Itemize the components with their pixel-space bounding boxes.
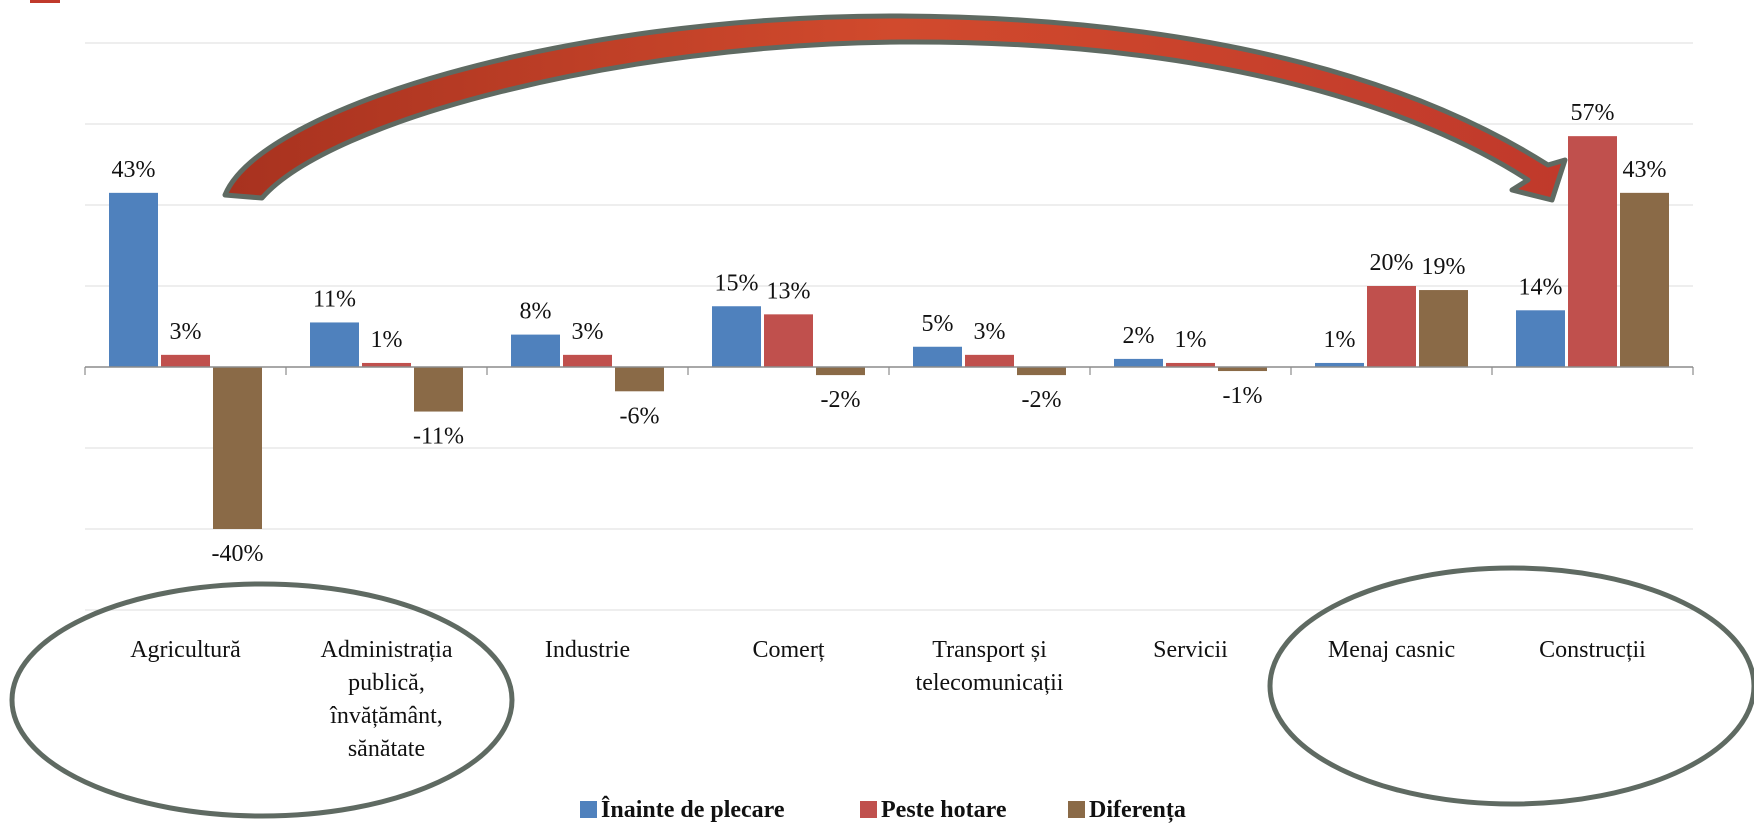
legend-label-inainte-de-plecare: Înainte de plecare bbox=[601, 796, 785, 823]
bar-peste-hotare-7 bbox=[1367, 286, 1416, 367]
data-label: 2% bbox=[1123, 323, 1155, 349]
data-label: 43% bbox=[1623, 157, 1667, 183]
data-label: 3% bbox=[572, 319, 604, 345]
legend-swatch-inainte-de-plecare bbox=[580, 801, 597, 818]
bar-inainte-de-plecare-5 bbox=[913, 346, 962, 367]
category-label-transport-si-telecomunicatii: Transport și telecomunicații bbox=[916, 637, 1064, 696]
bar-peste-hotare-6 bbox=[1166, 362, 1215, 367]
category-label-industrie: Industrie bbox=[545, 637, 630, 663]
legend-label-diferenta: Diferența bbox=[1089, 797, 1186, 823]
category-label-constructii: Construcții bbox=[1539, 637, 1646, 663]
x-axis bbox=[84, 366, 1694, 375]
bar-diferenta-7 bbox=[1419, 290, 1468, 367]
bars bbox=[109, 136, 1669, 529]
data-label: 43% bbox=[112, 157, 156, 183]
corner-marker bbox=[30, 0, 60, 3]
bar-peste-hotare-4 bbox=[764, 314, 813, 367]
bar-inainte-de-plecare-1 bbox=[109, 192, 158, 367]
data-label: 14% bbox=[1519, 274, 1563, 300]
bar-diferenta-8 bbox=[1620, 192, 1669, 367]
bar-peste-hotare-1 bbox=[161, 354, 210, 367]
data-label: 13% bbox=[767, 278, 811, 304]
data-label: 1% bbox=[371, 327, 403, 353]
curved-arrow-icon bbox=[222, 13, 1568, 203]
data-label: 57% bbox=[1571, 100, 1615, 126]
bar-inainte-de-plecare-6 bbox=[1114, 358, 1163, 367]
highlight-ellipse-left bbox=[9, 581, 515, 819]
data-label: 1% bbox=[1324, 327, 1356, 353]
bar-peste-hotare-8 bbox=[1568, 136, 1617, 367]
bar-diferenta-3 bbox=[615, 367, 664, 392]
data-label: 11% bbox=[313, 286, 356, 312]
category-label-comert: Comerț bbox=[753, 637, 825, 663]
annotations bbox=[9, 13, 1754, 819]
bar-inainte-de-plecare-7 bbox=[1315, 362, 1364, 367]
category-label-agricultura: Agricultură bbox=[130, 637, 241, 663]
bar-inainte-de-plecare-2 bbox=[310, 322, 359, 367]
data-label: -6% bbox=[620, 403, 660, 429]
bar-inainte-de-plecare-4 bbox=[712, 306, 761, 367]
data-label: 3% bbox=[170, 319, 202, 345]
bar-peste-hotare-5 bbox=[965, 354, 1014, 367]
data-label: -2% bbox=[1022, 387, 1062, 413]
category-label-administratia-publica-invatamant-sanatate: Administrația publică, învățământ, sănătate bbox=[321, 637, 453, 762]
data-label: -11% bbox=[413, 424, 464, 450]
bar-diferenta-4 bbox=[816, 367, 865, 376]
bar-diferenta-1 bbox=[213, 367, 262, 529]
data-label: 5% bbox=[922, 311, 954, 337]
legend: Înainte de plecare Peste hotare Diferența bbox=[580, 796, 1186, 823]
bar-inainte-de-plecare-3 bbox=[511, 334, 560, 367]
category-label-menaj-casnic: Menaj casnic bbox=[1328, 637, 1455, 663]
legend-swatch-peste-hotare bbox=[860, 801, 877, 818]
data-label: 3% bbox=[974, 319, 1006, 345]
data-labels: 43% 11% 8% 15% 5% 2% 1% 14% 3% 1% 3% 13% 3% 1% 20% 57% -… bbox=[112, 100, 1667, 567]
bar-diferenta-6 bbox=[1218, 367, 1267, 372]
data-label: -40% bbox=[212, 541, 264, 567]
bar-inainte-de-plecare-8 bbox=[1516, 310, 1565, 367]
bar-peste-hotare-3 bbox=[563, 354, 612, 367]
category-labels: Agricultură Administrația publică, învățămâ… bbox=[130, 637, 1646, 762]
data-label: 15% bbox=[715, 270, 759, 296]
bar-peste-hotare-2 bbox=[362, 362, 411, 367]
data-label: 20% bbox=[1370, 250, 1414, 276]
data-label: -2% bbox=[821, 387, 861, 413]
highlight-ellipse-right bbox=[1267, 565, 1754, 807]
data-label: 1% bbox=[1175, 327, 1207, 353]
legend-swatch-diferenta bbox=[1068, 801, 1085, 818]
data-label: -1% bbox=[1223, 383, 1263, 409]
legend-label-peste-hotare: Peste hotare bbox=[881, 797, 1007, 823]
bar-diferenta-5 bbox=[1017, 367, 1066, 376]
data-label: 19% bbox=[1422, 254, 1466, 280]
category-label-servicii: Servicii bbox=[1153, 637, 1228, 663]
data-label: 8% bbox=[520, 299, 552, 325]
bar-diferenta-2 bbox=[414, 367, 463, 412]
